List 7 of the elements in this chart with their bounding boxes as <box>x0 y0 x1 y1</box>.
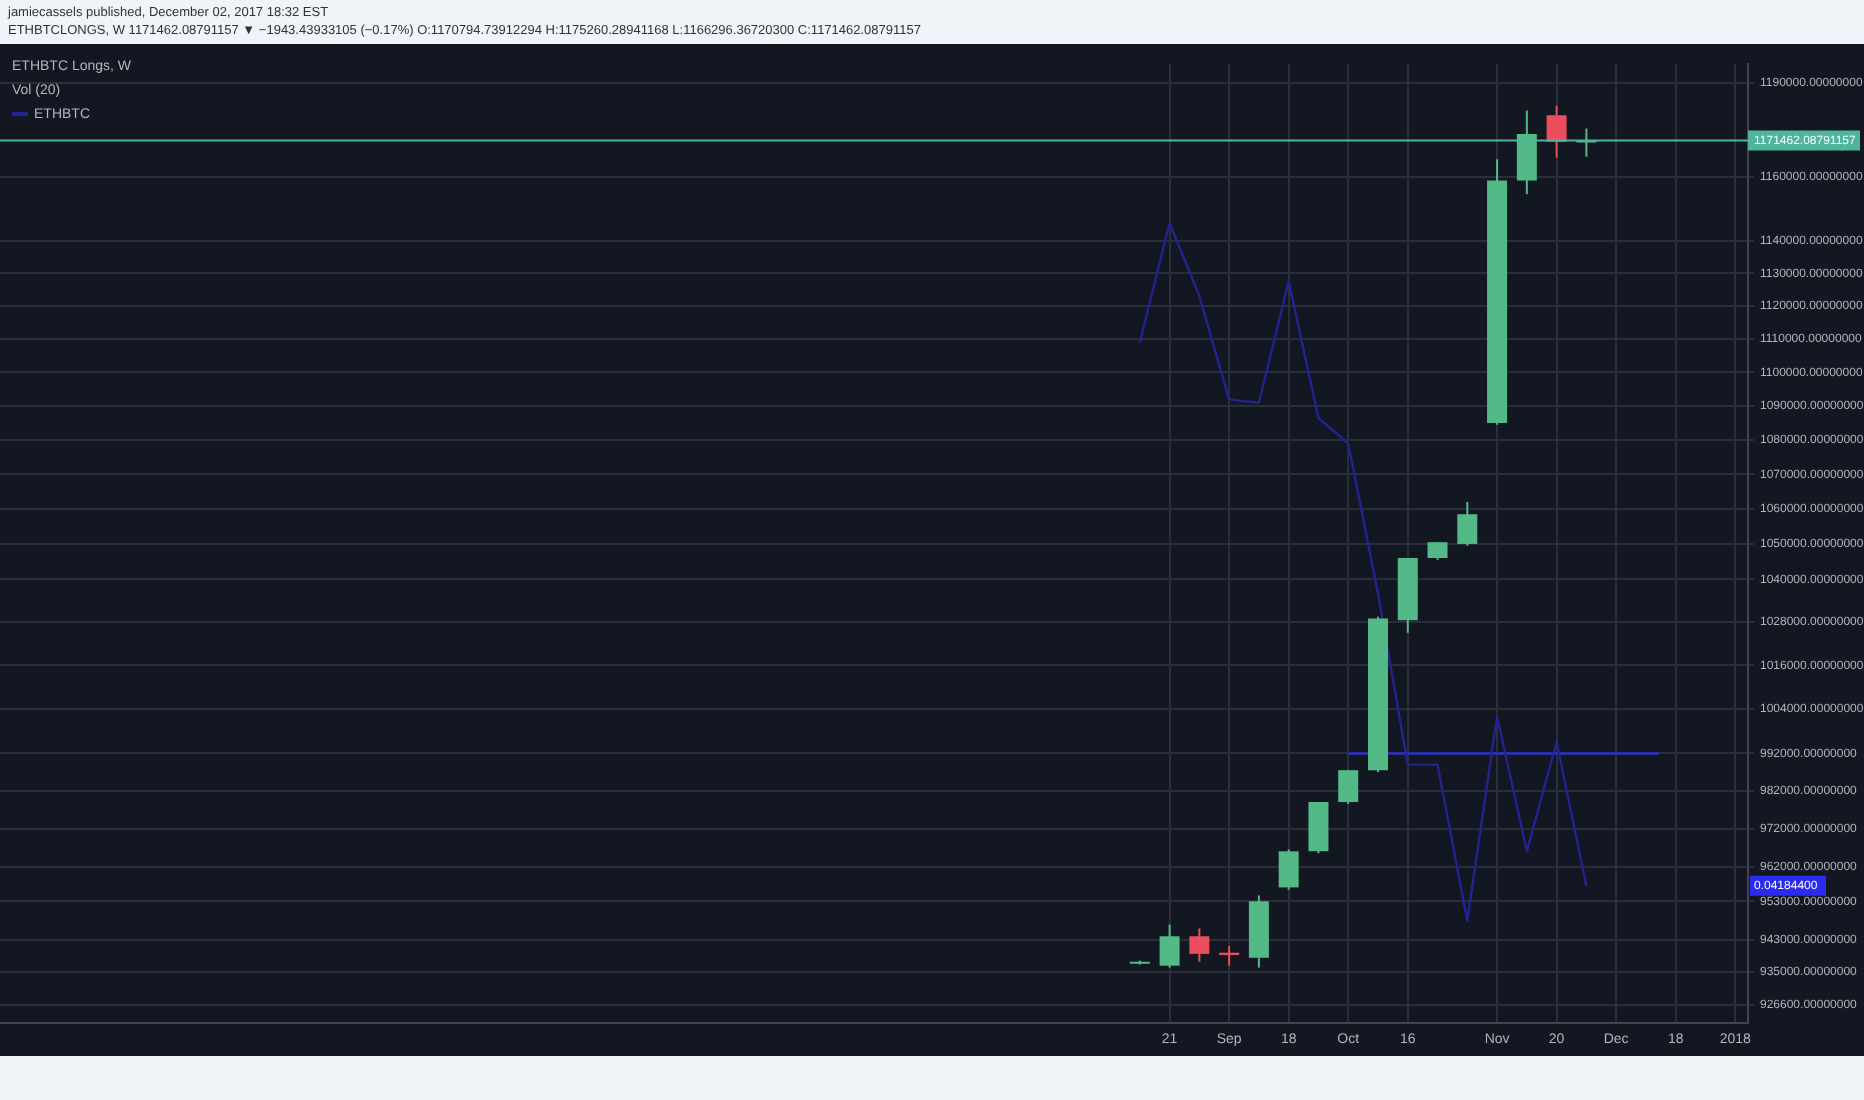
candlestick <box>1516 109 1537 196</box>
candlestick <box>1546 104 1567 159</box>
candlestick <box>1159 923 1180 969</box>
candlestick <box>1338 769 1359 805</box>
candlestick <box>1278 848 1299 891</box>
candlestick <box>1189 927 1210 963</box>
candlestick <box>1457 501 1478 547</box>
